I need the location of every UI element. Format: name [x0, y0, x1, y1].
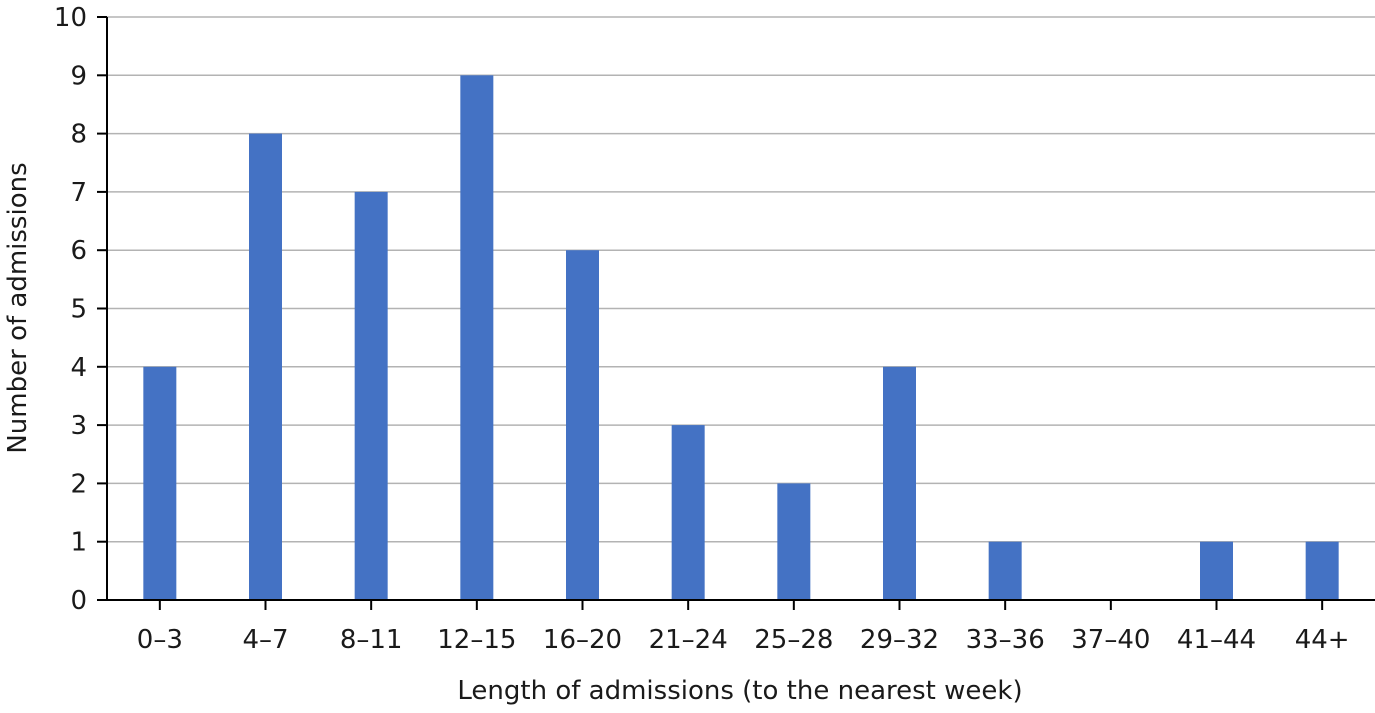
- x-tick-label: 41–44: [1177, 625, 1256, 655]
- y-tick-label: 1: [70, 528, 87, 558]
- x-tick-labels: 0–3 4–7 8–11 12–15 16–20 21–24 25–28 29–32 33–36…: [137, 625, 1350, 655]
- x-tick-label: 16–20: [543, 625, 622, 655]
- x-tick-label: 44+: [1295, 625, 1350, 655]
- x-tick-label: 12–15: [437, 625, 516, 655]
- x-axis-title: Length of admissions (to the nearest wee…: [457, 676, 1022, 706]
- x-tick-label: 4–7: [242, 625, 288, 655]
- y-tick-label: 4: [70, 353, 87, 383]
- y-tick-label: 6: [70, 236, 87, 266]
- x-tick-label: 8–11: [340, 625, 403, 655]
- bar: [460, 75, 494, 601]
- bar: [1305, 541, 1339, 600]
- y-tick-label: 7: [70, 178, 87, 208]
- y-tick-label: 8: [70, 120, 87, 150]
- bar: [249, 133, 282, 600]
- bar: [883, 366, 916, 600]
- y-tick-label: 3: [70, 411, 87, 441]
- y-tick-label: 10: [54, 3, 87, 33]
- x-tick-label: 21–24: [649, 625, 728, 655]
- y-tick-label: 5: [70, 295, 87, 325]
- y-tick-label: 9: [70, 61, 87, 91]
- bars: [143, 75, 1339, 601]
- x-tick-label: 33–36: [966, 625, 1045, 655]
- bar: [1200, 541, 1233, 600]
- y-tick-label: 0: [70, 586, 87, 616]
- x-tick-label: 0–3: [137, 625, 183, 655]
- axes: [97, 16, 1375, 610]
- x-tick-label: 29–32: [860, 625, 939, 655]
- x-tick-label: 37–40: [1071, 625, 1150, 655]
- bar: [143, 366, 177, 600]
- y-tick-labels: 0 1 2 3 4 5 6 7 8 9 10: [54, 3, 87, 616]
- bar: [354, 191, 388, 600]
- bar: [566, 250, 599, 600]
- y-tick-label: 2: [70, 469, 87, 499]
- bar: [988, 541, 1022, 600]
- bar: [777, 483, 811, 600]
- x-tick-label: 25–28: [754, 625, 833, 655]
- grid-lines: [107, 16, 1375, 543]
- y-axis-title: Number of admissions: [3, 162, 33, 453]
- bar: [671, 425, 705, 600]
